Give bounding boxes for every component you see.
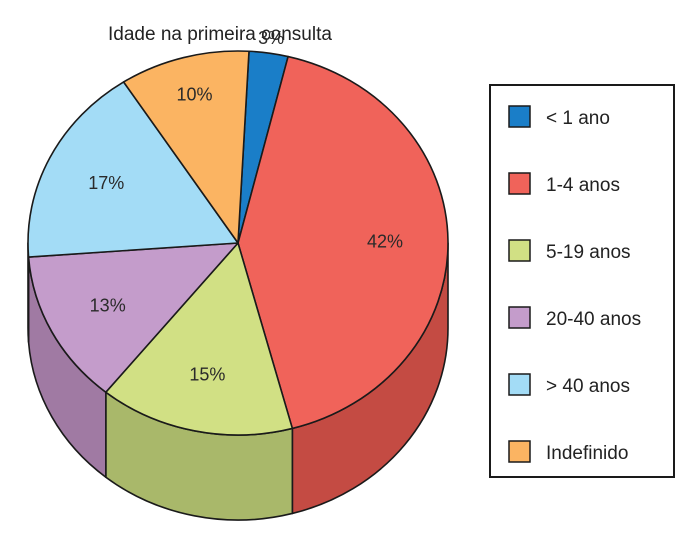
legend-label-3: 20-40 anos — [546, 309, 641, 330]
pie-slice-4 — [27, 81, 239, 258]
legend: < 1 ano 1-4 anos 5-19 anos 20-40 anos > 40 a… — [489, 84, 675, 478]
chart-title: Idade na primeira consulta — [108, 24, 332, 45]
slice-value-label-1: 42% — [367, 232, 403, 252]
slice-value-label-5: 10% — [176, 85, 212, 105]
legend-swatch-1 — [508, 172, 531, 195]
pie-slices — [27, 50, 449, 436]
slice-value-label-2: 15% — [189, 365, 225, 385]
legend-label-1: 1-4 anos — [546, 175, 620, 196]
pie-slice-3 — [27, 242, 239, 394]
pie-slice-5 — [122, 50, 250, 244]
slice-value-label-3: 13% — [90, 295, 126, 315]
legend-swatch-5 — [508, 440, 531, 463]
legend-label-2: 5-19 anos — [546, 242, 631, 263]
legend-swatch-4 — [508, 373, 531, 396]
legend-box — [489, 84, 675, 478]
pie-labels: 3% 42% 15% 13% 17% 10% — [88, 28, 403, 385]
legend-swatch-2 — [508, 239, 531, 262]
legend-label-5: Indefinido — [546, 443, 628, 464]
legend-label-4: > 40 anos — [546, 376, 630, 397]
pie-slice-2 — [105, 242, 294, 436]
slice-value-label-0: 3% — [258, 28, 284, 48]
slice-value-label-4: 17% — [88, 173, 124, 193]
legend-swatch-3 — [508, 306, 531, 329]
legend-label-0: < 1 ano — [546, 108, 610, 129]
legend-swatch-0 — [508, 105, 531, 128]
pie-slice-1 — [237, 55, 449, 430]
